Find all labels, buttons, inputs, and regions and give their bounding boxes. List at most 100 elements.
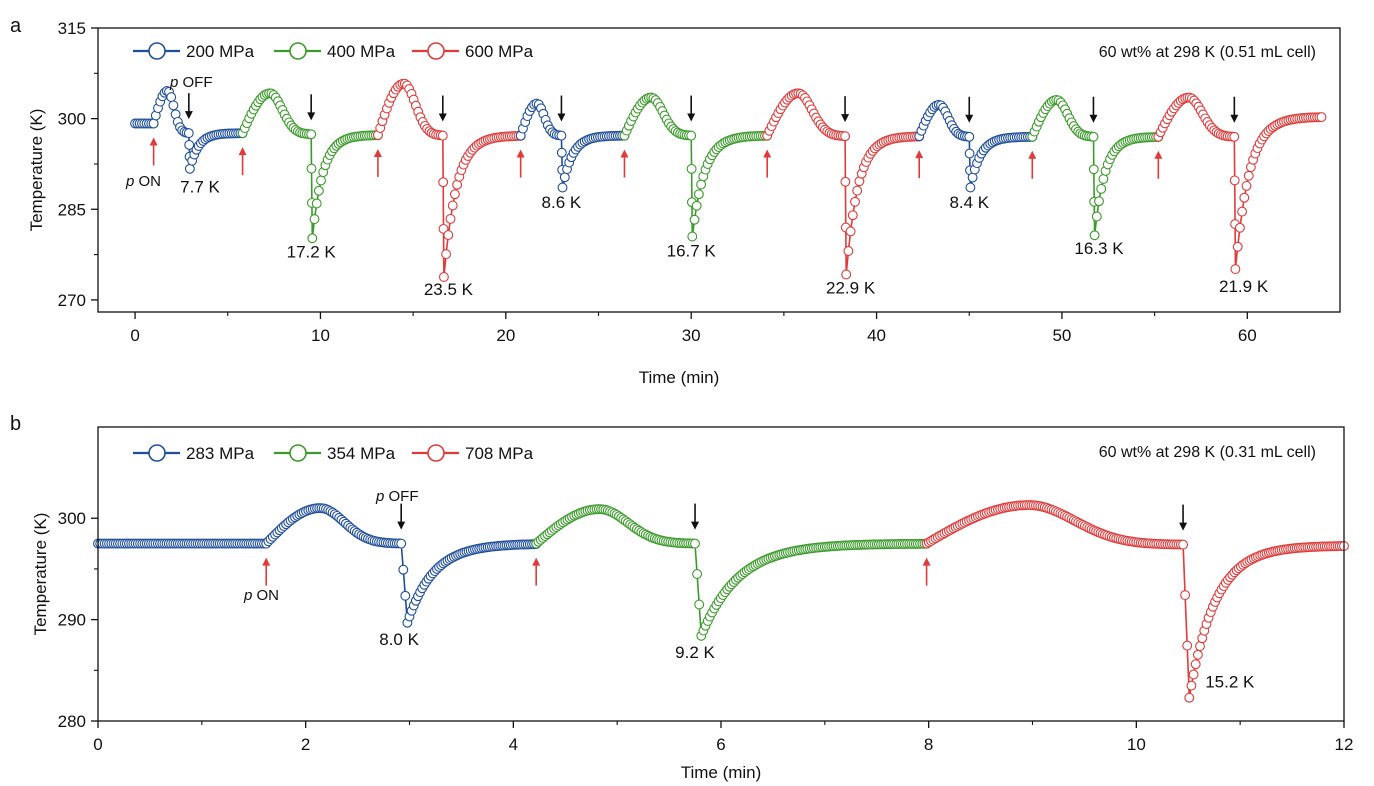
data-point [1186,680,1197,691]
p-off-label-b: p OFF [375,488,419,505]
legend-item-b-283: 283 MPa [133,444,255,463]
x-axis-title-a: Time (min) [639,368,720,387]
data-point [964,148,975,159]
data-point [694,599,705,610]
p-off-label-a: p OFF [169,74,213,91]
series-line-a-cycle-3 [377,82,521,278]
data-point [852,185,863,196]
y-tick-label-b-280: 280 [58,712,86,731]
data-point [557,182,568,193]
legend-marker-a-200 [148,42,166,60]
y-tick-label-a-300: 300 [58,110,86,129]
p-on-arrowhead-b-2 [532,557,541,566]
y-axis-title-b: Temperature (K) [31,513,50,636]
data-point [845,226,856,237]
series-line-a-cycle-4 [519,102,625,188]
p-on-arrowhead-b-3 [922,557,931,566]
p-on-arrowhead-b-1 [262,557,271,566]
legend-label-b-283: 283 MPa [186,444,255,463]
x-tick-label-b-12: 12 [1335,735,1354,754]
data-point [556,130,567,141]
legend-marker-a-400 [289,42,307,60]
data-point [967,172,978,183]
data-point [184,139,195,150]
annotation-a-2: 17.2 K [287,243,337,262]
data-point [445,213,456,224]
plot-b-series [93,500,1349,703]
annotation-a-7: 8.4 K [949,193,989,212]
series-line-b-cycle-3 [926,504,1344,698]
legend-label-b-354: 354 MPa [327,444,396,463]
p-off-arrowhead-a-4 [557,113,566,122]
plot-a-axes: 0 10 20 30 40 50 60 270 285 300 315 [58,19,1257,345]
p-off-arrowhead-a-2 [307,112,316,121]
annotation-a-8: 16.3 K [1074,239,1124,258]
legend-item-a-600: 600 MPa [412,42,534,61]
markers-a-cycle-4 [515,98,630,193]
annotation-a-3: 23.5 K [424,280,474,299]
markers-a-cycle-8 [1027,94,1164,241]
y-axis-title-a: Temperature (K) [27,109,46,232]
data-point [313,185,324,196]
data-point [398,564,409,575]
y-tick-label-a-315: 315 [58,19,86,38]
data-point [1229,131,1240,142]
p-off-arrowhead-a-8 [1089,114,1098,123]
data-point [841,269,852,280]
data-point [693,189,704,200]
data-point [306,129,317,140]
plot-a-annotations: 7.7 K 17.2 K 23.5 K 8.6 K 16.7 K 22.9 K … [180,177,1269,299]
plot-a-arrows [149,93,1239,179]
plot-a-frame [97,27,1341,313]
p-on-arrowhead-a-7 [915,150,924,159]
data-point [306,163,317,174]
annotation-a-5: 16.7 K [667,241,717,260]
x-tick-label-b-2: 2 [301,735,310,754]
y-tick-label-a-285: 285 [58,200,86,219]
y-tick-label-b-300: 300 [58,509,86,528]
plot-b-frame [97,426,1345,722]
p-off-italic-b: p [375,488,384,505]
data-point [441,249,452,260]
data-point [396,538,407,549]
data-point [307,233,318,244]
legend-label-a-600: 600 MPa [465,42,534,61]
data-point [696,179,707,190]
data-point [850,196,860,207]
legend-item-a-400: 400 MPa [274,42,396,61]
data-point [965,182,976,193]
data-point [1237,206,1248,217]
data-point [438,177,449,188]
p-on-arrowhead-a-6 [763,149,772,158]
data-point [691,200,702,211]
annotation-b-1: 8.0 K [379,630,419,649]
info-text-b: 60 wt% at 298 K (0.31 mL cell) [1099,444,1316,461]
data-point [1316,112,1327,123]
p-on-arrowhead-a-8 [1028,150,1037,159]
data-point [1192,649,1203,660]
data-point [1094,196,1104,207]
data-point [447,200,458,211]
data-point [148,118,159,129]
data-point [1234,222,1245,233]
plot-a-series [130,78,1327,282]
legend-marker-b-708 [427,444,445,462]
data-point [1098,174,1109,184]
markers-a-cycle-7 [914,99,1038,193]
data-point [184,163,195,174]
data-point [1230,264,1241,275]
legend-label-b-708: 708 MPa [465,444,534,463]
p-on-rest-a: ON [134,173,161,190]
plot-b-annotations: 8.0 K 9.2 K 15.2 K [379,630,1255,692]
plot-b-arrows [262,503,1188,586]
legend-a: 200 MPa 400 MPa 600 MPa [133,42,534,61]
annotation-b-2: 9.2 K [675,643,715,662]
p-on-label-b: p ON [243,587,279,604]
data-point [316,175,326,186]
data-point [166,92,177,103]
p-on-italic-b: p [243,587,252,604]
p-on-rest-b: ON [252,587,279,604]
annotation-a-6: 22.9 K [826,278,876,297]
x-tick-label-b-6: 6 [716,735,725,754]
